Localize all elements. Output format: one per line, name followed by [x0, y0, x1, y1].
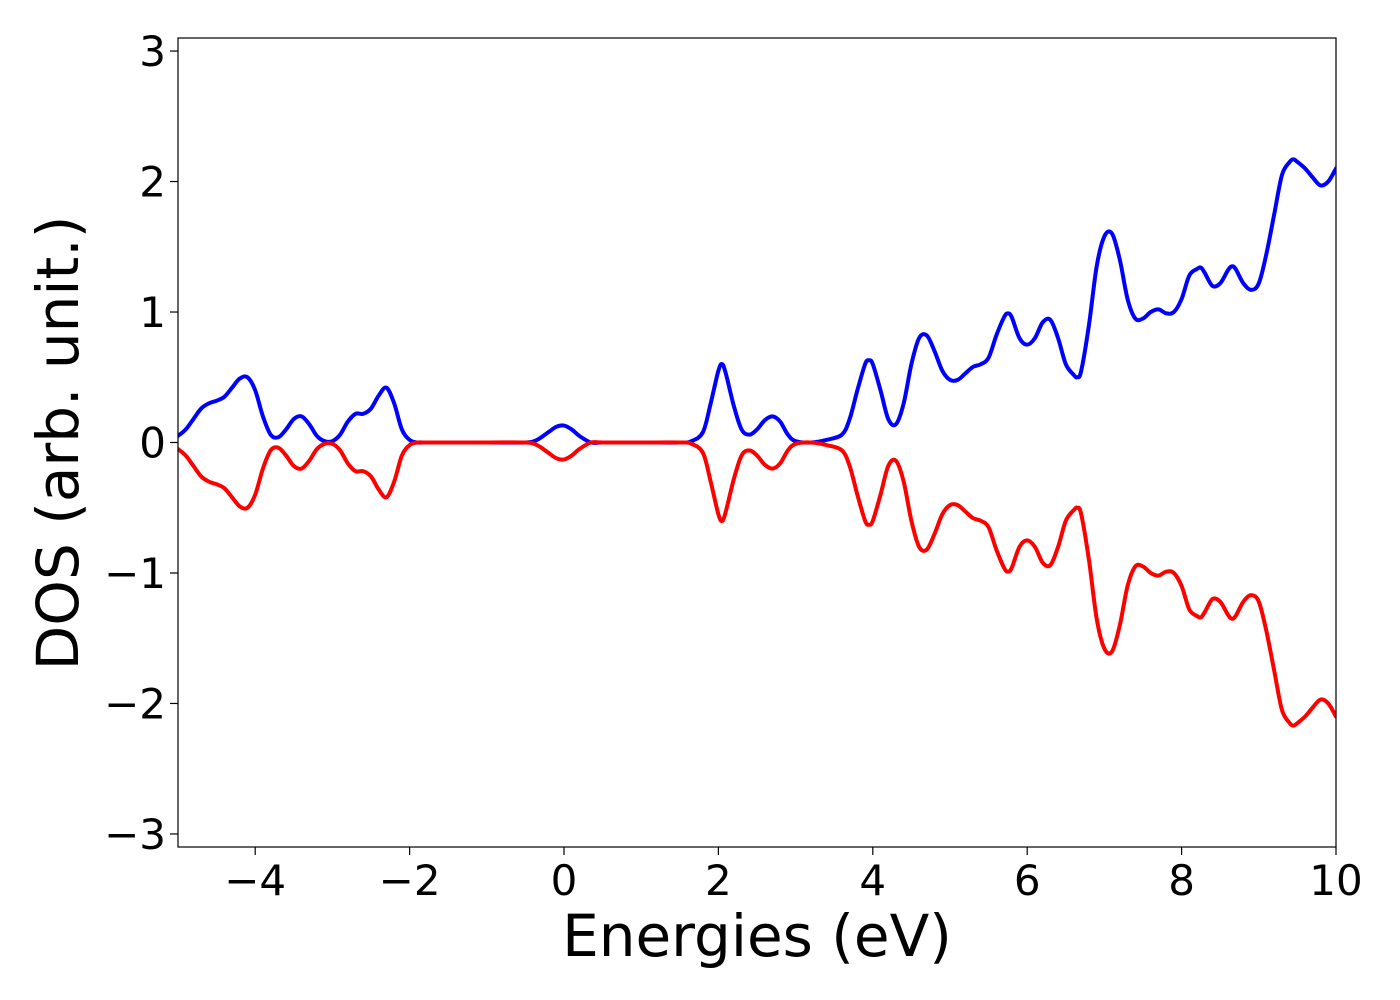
y-tick-label: −3: [104, 810, 166, 859]
x-tick-label: 6: [1014, 856, 1041, 905]
y-axis: −3 −2 −1 0 1 2 3: [104, 27, 178, 859]
x-axis-title: Energies (eV): [562, 902, 952, 970]
x-tick-label: 2: [705, 856, 732, 905]
plot-frame: [177, 37, 1337, 848]
x-tick-label: −4: [224, 856, 286, 905]
x-tick-label: 10: [1309, 856, 1362, 905]
y-tick-label: 3: [139, 27, 166, 76]
series-layer: [178, 157, 1336, 728]
y-axis-title: DOS (arb. unit.): [24, 216, 92, 671]
x-tick-label: 4: [859, 856, 886, 905]
dos-line-red: [178, 440, 1336, 728]
y-tick-label: 2: [139, 158, 166, 207]
y-tick-label: 1: [139, 288, 166, 337]
y-tick-label: −1: [104, 549, 166, 598]
y-tick-label: −2: [104, 679, 166, 728]
y-tick-label: 0: [139, 419, 166, 468]
x-tick-label: −2: [379, 856, 441, 905]
x-tick-label: 0: [551, 856, 578, 905]
x-axis: −4 −2 0 2 4 6 8 10: [224, 847, 1363, 905]
x-tick-label: 8: [1168, 856, 1195, 905]
dos-line-blue: [178, 157, 1336, 445]
